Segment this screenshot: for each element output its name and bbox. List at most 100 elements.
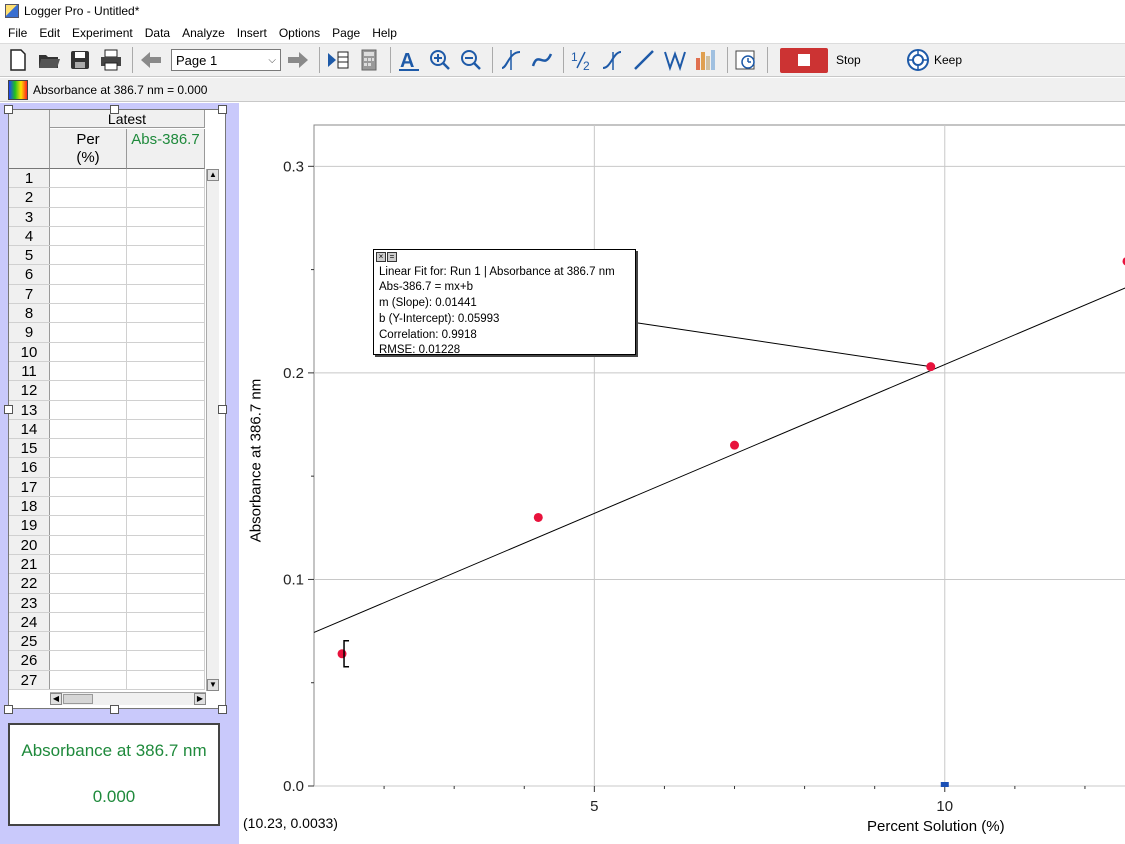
cell-absorbance[interactable] (127, 477, 205, 497)
menu-insert[interactable]: Insert (236, 25, 267, 40)
cell-absorbance[interactable] (127, 304, 205, 323)
table-row[interactable]: 7 (9, 284, 205, 305)
resize-handle[interactable] (218, 105, 227, 114)
cell-absorbance[interactable] (127, 169, 205, 188)
cell-absorbance[interactable] (127, 381, 205, 400)
column-header-absorbance[interactable]: Abs-386.7 (127, 129, 205, 169)
cell-absorbance[interactable] (127, 612, 205, 632)
table-row[interactable]: 17 (9, 477, 205, 498)
resize-handle[interactable] (4, 405, 13, 414)
cell-percent[interactable] (50, 497, 127, 516)
data-browser-icon[interactable] (324, 46, 352, 74)
cell-percent[interactable] (50, 188, 127, 207)
resize-handle[interactable] (4, 105, 13, 114)
y-axis-label[interactable]: Absorbance at 386.7 nm (247, 378, 265, 543)
calculator-icon[interactable] (355, 46, 383, 74)
vertical-scrollbar[interactable]: ▲ ▼ (206, 169, 219, 691)
timer-icon[interactable] (732, 46, 760, 74)
cell-absorbance[interactable] (127, 593, 205, 612)
examine-icon[interactable] (497, 46, 525, 74)
page-select[interactable]: Page 1 ⌵ (171, 49, 281, 71)
cell-absorbance[interactable] (127, 400, 205, 419)
cell-absorbance[interactable] (127, 226, 205, 246)
graph-panel[interactable]: 0.0 0.1 0.2 0.3 5 10 (237, 103, 1125, 844)
cell-percent[interactable] (50, 651, 127, 670)
cell-percent[interactable] (50, 304, 127, 323)
menu-experiment[interactable]: Experiment (72, 25, 133, 40)
table-row[interactable]: 21 (9, 554, 205, 575)
table-row[interactable]: 3 (9, 207, 205, 227)
keep-icon[interactable] (906, 48, 930, 72)
table-row[interactable]: 19 (9, 516, 205, 536)
open-folder-icon[interactable] (35, 46, 63, 74)
print-icon[interactable] (97, 46, 125, 74)
forward-arrow-icon[interactable] (284, 46, 312, 74)
close-icon[interactable]: × (376, 252, 386, 262)
cell-absorbance[interactable] (127, 651, 205, 670)
cell-percent[interactable] (50, 342, 127, 361)
x-axis-label[interactable]: Percent Solution (%) (867, 818, 1005, 835)
cell-percent[interactable] (50, 535, 127, 554)
table-row[interactable]: 15 (9, 439, 205, 459)
cell-absorbance[interactable] (127, 207, 205, 226)
table-row[interactable]: 10 (9, 342, 205, 362)
scroll-thumb[interactable] (63, 694, 93, 704)
cell-absorbance[interactable] (127, 284, 205, 304)
back-arrow-icon[interactable] (137, 46, 165, 74)
new-file-icon[interactable] (4, 46, 32, 74)
stats-icon[interactable] (599, 46, 627, 74)
cell-percent[interactable] (50, 612, 127, 632)
cell-absorbance[interactable] (127, 361, 205, 381)
cell-percent[interactable] (50, 361, 127, 381)
cell-absorbance[interactable] (127, 419, 205, 439)
digital-meter[interactable]: Absorbance at 386.7 nm 0.000 (8, 723, 220, 826)
scroll-right-icon[interactable]: ▶ (194, 693, 206, 705)
curve-fit-icon[interactable] (661, 46, 689, 74)
cell-absorbance[interactable] (127, 342, 205, 361)
table-row[interactable]: 13 (9, 400, 205, 420)
resize-handle[interactable] (218, 405, 227, 414)
menu-page[interactable]: Page (332, 25, 361, 40)
horizontal-scrollbar[interactable]: ◀ ▶ (50, 692, 206, 705)
cell-percent[interactable] (50, 477, 127, 497)
cell-absorbance[interactable] (127, 497, 205, 516)
table-row[interactable]: 24 (9, 612, 205, 633)
stop-button[interactable] (780, 47, 828, 73)
cell-percent[interactable] (50, 284, 127, 304)
histogram-icon[interactable] (692, 46, 720, 74)
resize-handle[interactable] (218, 705, 227, 714)
table-row[interactable]: 2 (9, 188, 205, 208)
scroll-up-icon[interactable]: ▲ (207, 169, 219, 181)
spectrum-icon[interactable] (8, 79, 28, 100)
graph-svg[interactable]: 0.0 0.1 0.2 0.3 5 10 (239, 103, 1125, 844)
cell-percent[interactable] (50, 246, 127, 265)
table-row[interactable]: 4 (9, 226, 205, 247)
cell-percent[interactable] (50, 593, 127, 612)
zoom-out-icon[interactable] (457, 46, 485, 74)
cell-absorbance[interactable] (127, 323, 205, 342)
table-row[interactable]: 25 (9, 632, 205, 652)
table-row[interactable]: 8 (9, 304, 205, 324)
cell-percent[interactable] (50, 554, 127, 574)
table-row[interactable]: 27 (9, 670, 205, 691)
cell-absorbance[interactable] (127, 516, 205, 535)
cell-percent[interactable] (50, 670, 127, 690)
data-table[interactable]: Latest Per (%) Abs-386.7 1 2 3 4 5 6 7 8 9 10 11 12… (8, 109, 226, 709)
cell-absorbance[interactable] (127, 632, 205, 651)
table-row[interactable]: 6 (9, 265, 205, 285)
table-row[interactable]: 11 (9, 361, 205, 382)
menu-edit[interactable]: Edit (39, 25, 61, 40)
table-row[interactable]: 1 (9, 169, 205, 189)
cell-absorbance[interactable] (127, 670, 205, 690)
menu-data[interactable]: Data (144, 25, 171, 40)
cell-percent[interactable] (50, 400, 127, 419)
table-row[interactable]: 20 (9, 535, 205, 555)
cell-absorbance[interactable] (127, 554, 205, 574)
table-row[interactable]: 23 (9, 593, 205, 613)
resize-handle[interactable] (110, 105, 119, 114)
table-row[interactable]: 9 (9, 323, 205, 343)
table-row[interactable]: 26 (9, 651, 205, 671)
linear-fit-icon[interactable] (630, 46, 658, 74)
cell-absorbance[interactable] (127, 265, 205, 284)
